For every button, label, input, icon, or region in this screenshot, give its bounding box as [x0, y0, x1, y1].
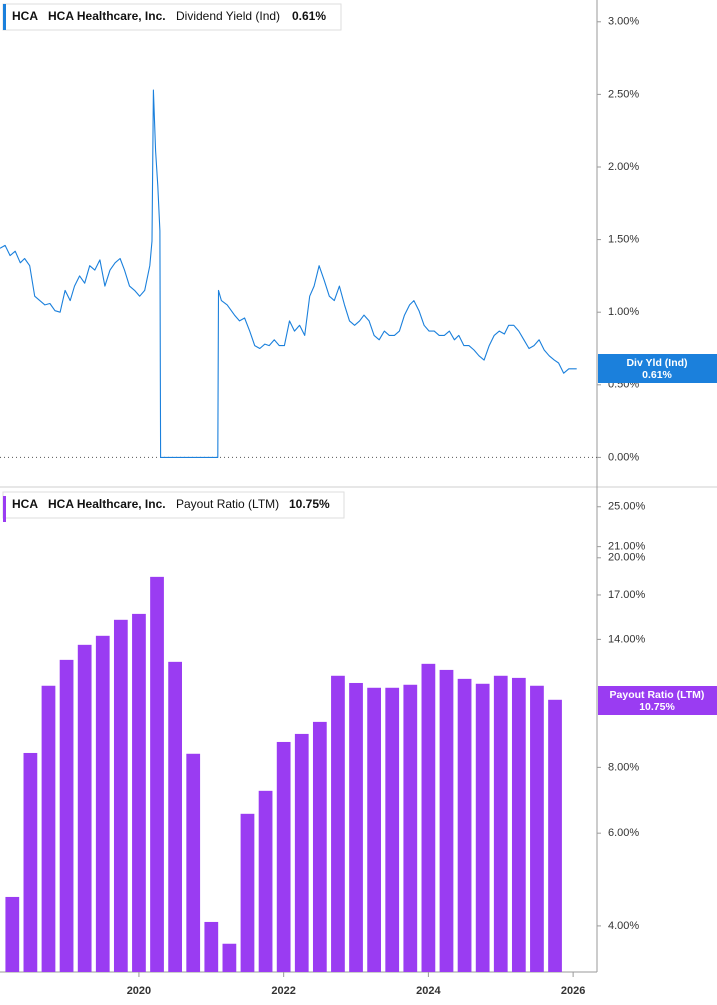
bar — [385, 687, 400, 972]
bar — [240, 813, 255, 972]
bar — [41, 685, 56, 972]
y-tick-label: 21.00% — [608, 541, 646, 553]
bar — [204, 921, 219, 972]
bar — [349, 682, 363, 972]
y-tick-label: 2.00% — [608, 161, 639, 173]
bar — [421, 663, 436, 972]
bar — [23, 752, 38, 972]
legend-value: 0.61% — [292, 9, 326, 23]
legend: HCA HCA Healthcare, Inc. Payout Ratio (L… — [2, 491, 345, 522]
bar — [312, 721, 327, 972]
y-tick-label: 3.00% — [608, 16, 639, 28]
legend-ticker: HCA — [12, 9, 38, 23]
y-tick-label: 8.00% — [608, 761, 639, 773]
bar — [403, 684, 418, 972]
bar — [186, 753, 201, 972]
legend: HCA HCA Healthcare, Inc. Dividend Yield … — [2, 3, 342, 31]
bar — [222, 943, 237, 972]
y-tick-label: 17.00% — [608, 589, 646, 601]
value-tag-value: 10.75% — [639, 701, 675, 713]
bar — [258, 790, 273, 972]
legend-box — [2, 3, 342, 31]
bar — [77, 644, 92, 972]
bar — [511, 677, 526, 972]
bar — [493, 675, 508, 972]
bar — [475, 683, 490, 972]
bar — [132, 613, 146, 972]
x-tick-label: 2024 — [416, 985, 441, 997]
bar — [367, 687, 381, 972]
y-tick-label: 4.00% — [608, 920, 639, 932]
y-tick-label: 25.00% — [608, 501, 646, 513]
legend-series: Dividend Yield (Ind) — [176, 9, 280, 23]
bar — [5, 896, 20, 972]
legend-ticker: HCA — [12, 497, 38, 511]
value-tag-name: Div Yld (Ind) — [626, 357, 687, 369]
legend-series: Payout Ratio (LTM) — [176, 497, 279, 511]
line-series — [0, 89, 577, 458]
value-tag-name: Payout Ratio (LTM) — [610, 689, 705, 701]
y-tick-label: 1.50% — [608, 234, 639, 246]
bar — [294, 733, 309, 972]
legend-color — [3, 4, 6, 30]
bar — [457, 678, 472, 972]
y-tick-label: 0.00% — [608, 451, 639, 463]
x-tick-label: 2026 — [561, 985, 585, 997]
legend-value: 10.75% — [289, 497, 330, 511]
bar — [331, 675, 345, 972]
bar — [168, 661, 182, 972]
bar — [530, 685, 544, 972]
legend-company: HCA Healthcare, Inc. — [48, 497, 166, 511]
value-tag-value: 0.61% — [642, 369, 672, 381]
bar — [95, 635, 110, 972]
y-tick-label: 20.00% — [608, 552, 646, 564]
x-tick-label: 2020 — [127, 985, 151, 997]
bar — [276, 741, 291, 972]
bar — [59, 659, 74, 972]
bar — [113, 619, 128, 972]
bar — [548, 699, 562, 972]
legend-color — [3, 496, 6, 522]
y-tick-label: 1.00% — [608, 306, 639, 318]
bar — [439, 669, 454, 972]
bar — [150, 576, 164, 972]
value-tag — [598, 686, 717, 715]
axis-labels: 3.00%2.50%2.00%1.50%1.00%0.50%0.00%Div Y… — [127, 16, 717, 997]
value-tag — [598, 354, 717, 383]
plot-area — [0, 89, 597, 972]
x-tick-label: 2022 — [271, 985, 295, 997]
legend-company: HCA Healthcare, Inc. — [48, 9, 166, 23]
y-tick-label: 2.50% — [608, 88, 639, 100]
y-tick-label: 6.00% — [608, 827, 639, 839]
y-tick-label: 14.00% — [608, 633, 646, 645]
